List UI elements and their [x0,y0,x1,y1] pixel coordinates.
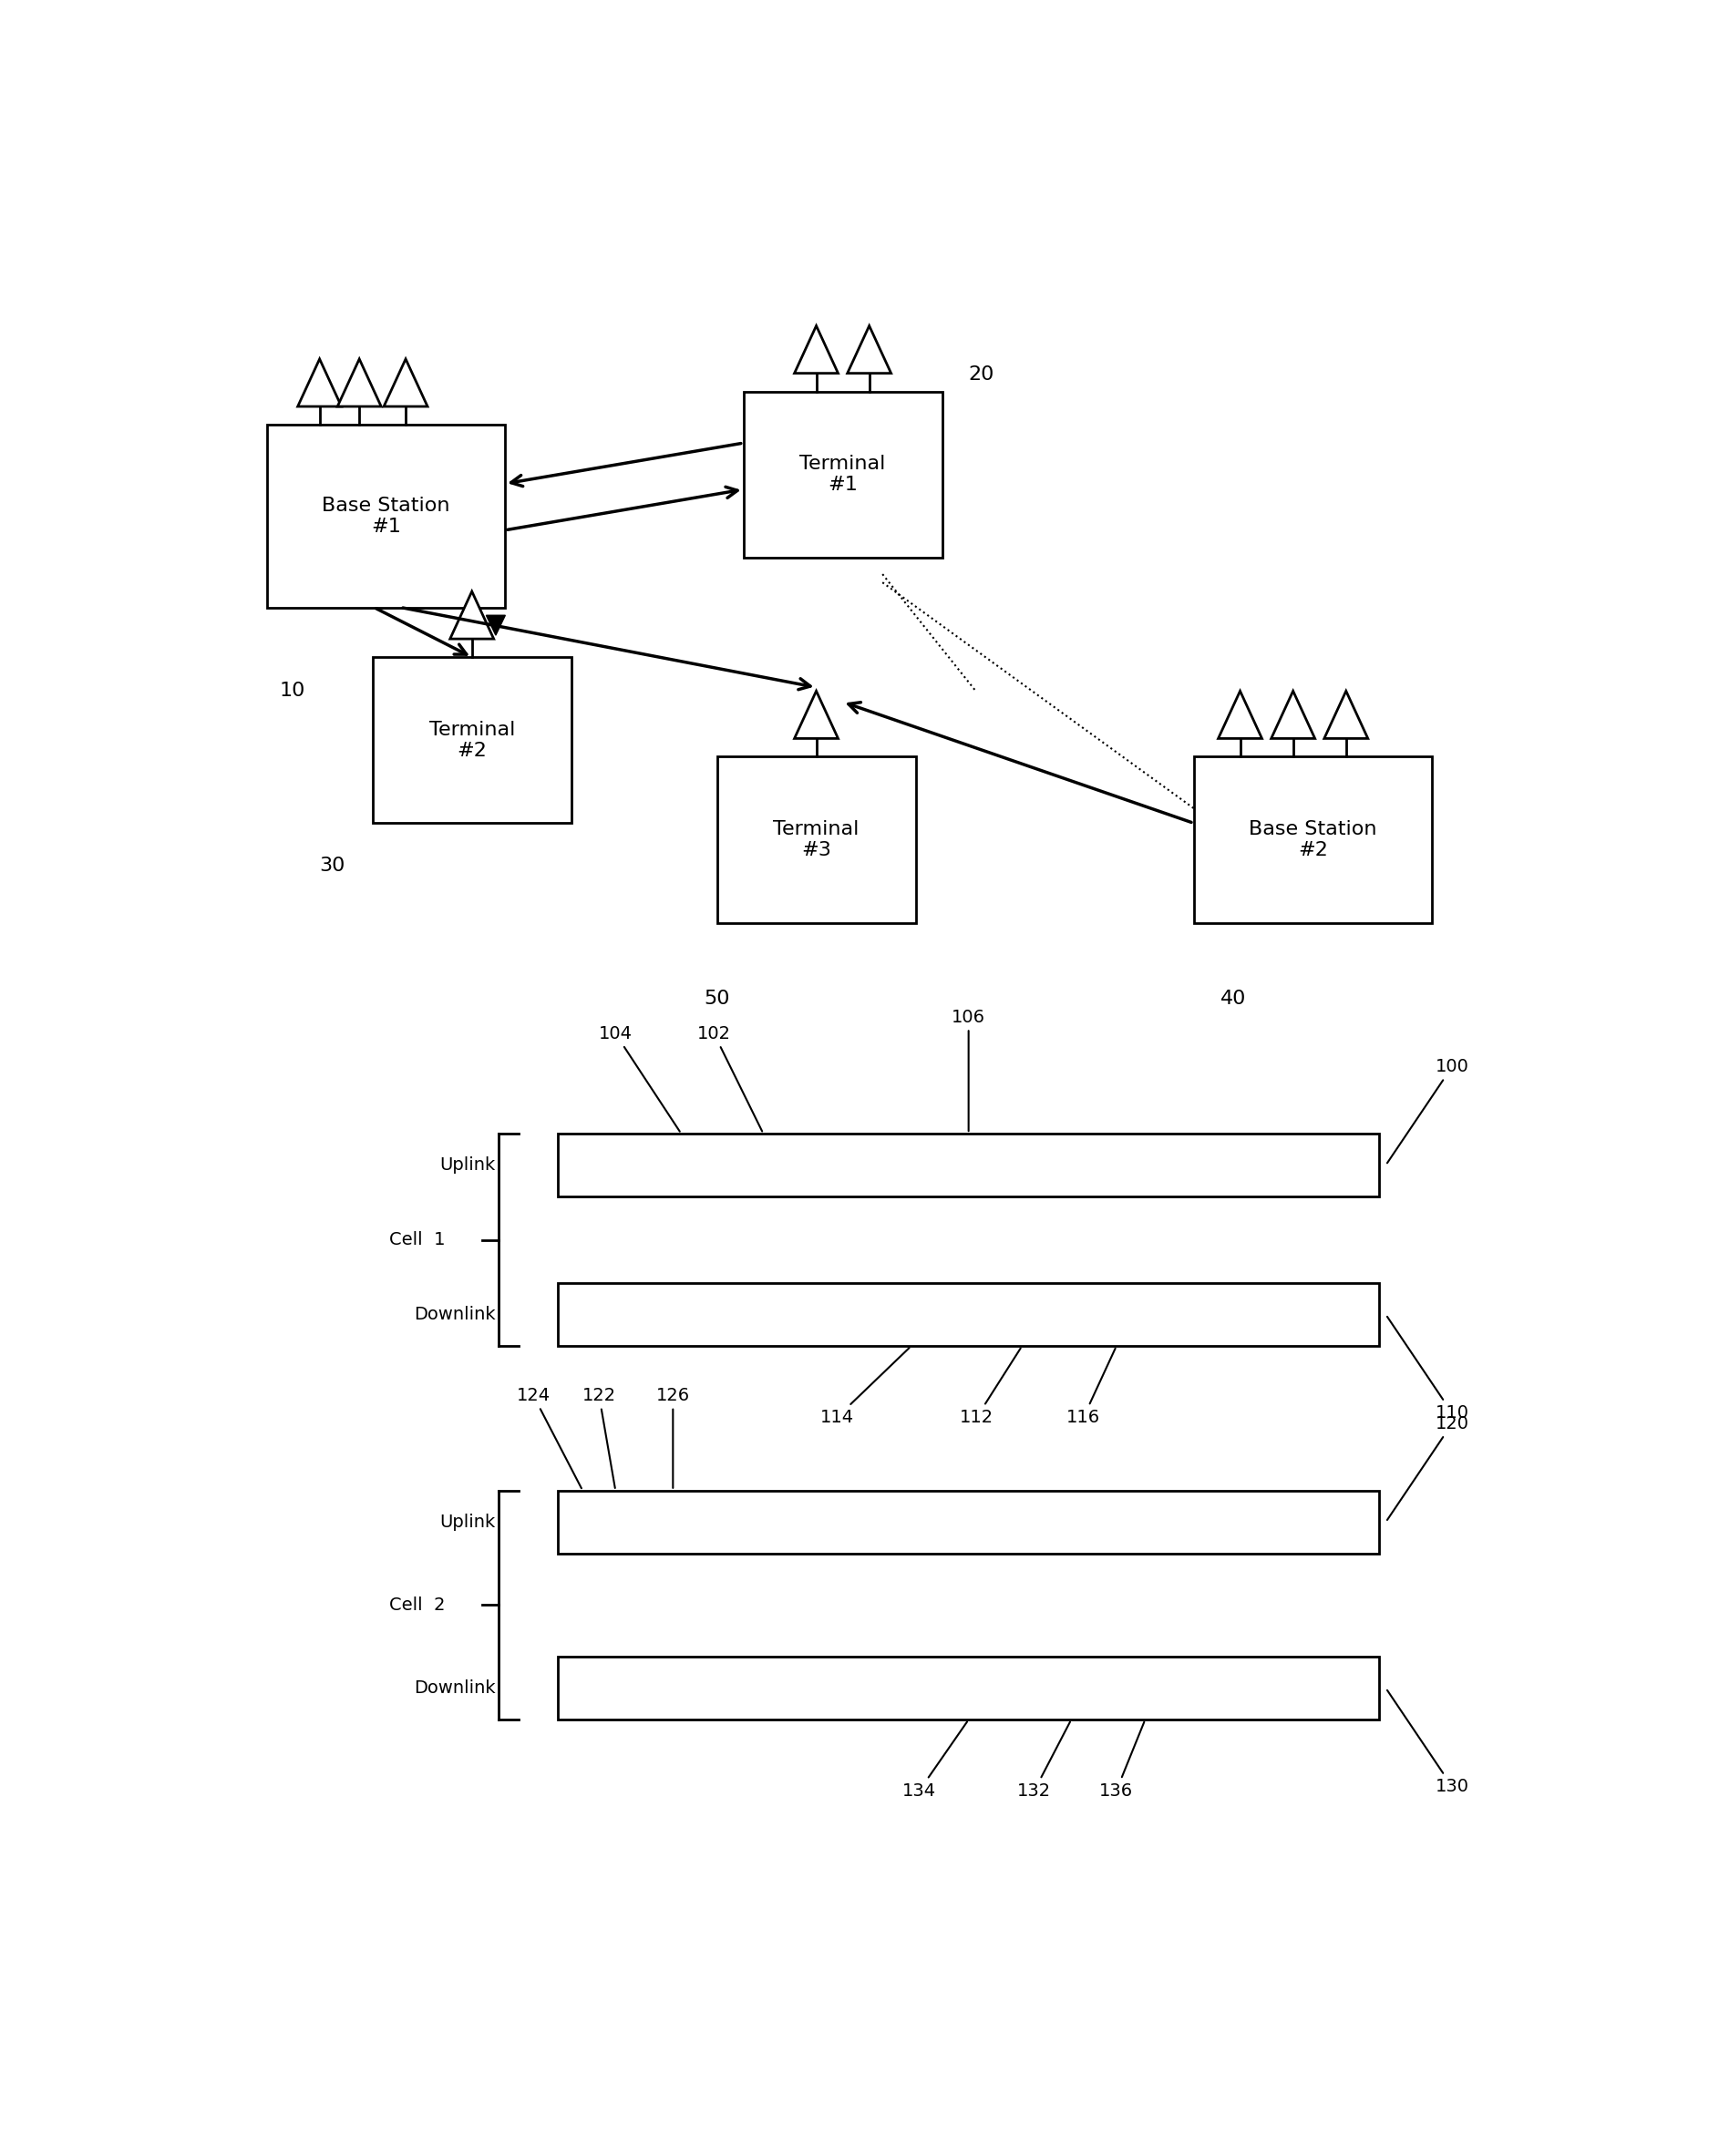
Bar [557,1656,1379,1720]
Text: 130: 130 [1388,1690,1468,1796]
Bar [267,425,506,608]
Bar [1075,1283,1379,1345]
Text: 134: 134 [902,1723,967,1800]
Text: 106: 106 [952,1009,986,1132]
Text: Cell  1: Cell 1 [390,1231,446,1248]
Bar [557,1490,1379,1554]
Text: Terminal
#3: Terminal #3 [772,819,860,860]
Text: 110: 110 [1388,1317,1468,1421]
Polygon shape [848,326,890,373]
Polygon shape [1219,692,1261,740]
Text: 10: 10 [280,681,306,701]
Text: 136: 136 [1099,1723,1145,1800]
Text: Uplink: Uplink [439,1514,496,1531]
Bar [697,1490,1379,1554]
Text: 50: 50 [704,990,730,1007]
Text: 124: 124 [516,1386,581,1488]
Polygon shape [385,360,427,407]
Bar [1001,1283,1075,1345]
Bar [805,1134,878,1197]
Text: 104: 104 [598,1024,680,1132]
Bar [557,1134,1379,1197]
Text: 116: 116 [1066,1348,1116,1425]
Bar [557,1134,805,1197]
Polygon shape [337,360,381,407]
Polygon shape [485,614,506,636]
Bar [1189,1656,1256,1720]
Text: 30: 30 [320,856,345,875]
Text: 126: 126 [656,1386,690,1488]
Text: 100: 100 [1388,1059,1468,1162]
Polygon shape [795,326,837,373]
Text: 132: 132 [1017,1723,1070,1800]
Bar [557,1283,1001,1345]
Text: Downlink: Downlink [414,1680,496,1697]
Polygon shape [795,692,837,740]
Text: 112: 112 [960,1348,1020,1425]
Text: Terminal
#1: Terminal #1 [800,455,885,494]
Text: Terminal
#2: Terminal #2 [429,720,514,759]
Polygon shape [1271,692,1314,740]
Bar [718,757,916,923]
Text: Base Station
#1: Base Station #1 [321,496,449,535]
Polygon shape [297,360,342,407]
Text: 122: 122 [583,1386,615,1488]
Bar [1256,1656,1379,1720]
Text: 20: 20 [969,364,995,384]
Bar [373,658,571,824]
Polygon shape [1324,692,1367,740]
Text: Downlink: Downlink [414,1307,496,1324]
Bar [557,1283,1379,1345]
Text: 120: 120 [1388,1414,1468,1520]
Bar [878,1134,1379,1197]
Text: 114: 114 [820,1348,909,1425]
Text: Cell  2: Cell 2 [390,1595,446,1613]
Bar [743,392,942,558]
Bar [557,1656,1189,1720]
Text: 102: 102 [697,1024,762,1132]
Text: Base Station
#2: Base Station #2 [1249,819,1377,860]
Bar [624,1490,697,1554]
Bar [1193,757,1432,923]
Text: 40: 40 [1220,990,1246,1007]
Polygon shape [449,591,494,638]
Bar [557,1490,624,1554]
Text: Uplink: Uplink [439,1156,496,1173]
